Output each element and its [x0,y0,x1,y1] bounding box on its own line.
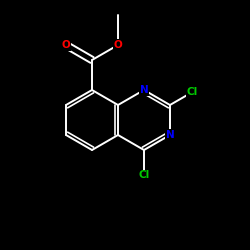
Text: Cl: Cl [138,170,149,180]
Text: N: N [166,130,174,140]
Text: O: O [62,40,70,50]
Text: N: N [140,85,148,95]
Text: Cl: Cl [186,87,198,97]
Text: O: O [114,40,122,50]
